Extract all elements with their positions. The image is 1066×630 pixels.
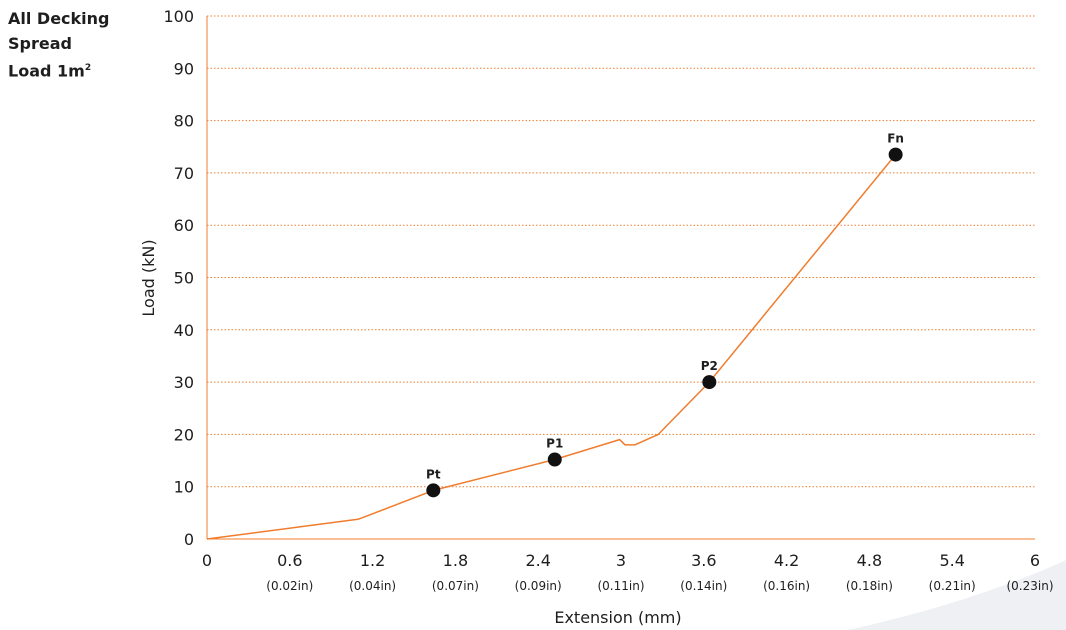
x-tick-label: 4.2 — [774, 551, 799, 570]
gridlines — [207, 15, 1035, 488]
y-tick-label: 50 — [174, 269, 194, 288]
x-tick-label: 1.2 — [360, 551, 385, 570]
x-axis-title: Extension (mm) — [554, 608, 681, 627]
title-line-3-text: Load 1m — [8, 61, 85, 81]
y-tick-label: 80 — [174, 112, 194, 131]
y-axis-title: Load (kN) — [139, 239, 158, 316]
x-tick-sublabel: (0.04in) — [349, 579, 396, 593]
point-pt — [426, 483, 441, 498]
x-tick-label: 5.4 — [939, 551, 964, 570]
x-tick-label: 1.8 — [443, 551, 468, 570]
x-tick-sublabel: (0.14in) — [680, 579, 727, 593]
chart-title: All Decking Spread Load 1m2 — [8, 6, 110, 83]
y-tick-label: 0 — [184, 530, 194, 549]
key-points: Pt P1 P2 Fn — [426, 132, 904, 498]
title-line-2: Spread — [8, 34, 72, 53]
x-tick-sublabel: (0.21in) — [929, 579, 976, 593]
series-layer — [206, 154, 897, 540]
x-tick-sublabel: (0.11in) — [597, 579, 644, 593]
y-tick-label: 100 — [163, 7, 194, 26]
y-tick-label: 60 — [174, 216, 194, 235]
x-tick-label: 3.6 — [691, 551, 716, 570]
series-line — [206, 154, 897, 540]
title-line-1: All Decking — [8, 9, 110, 28]
x-tick-label: 0 — [202, 551, 212, 570]
y-tick-label: 70 — [174, 164, 194, 183]
y-tick-labels: 0 10 20 30 40 50 60 70 80 90 100 — [163, 7, 194, 549]
point-label-p2: P2 — [701, 359, 718, 373]
point-fn — [888, 147, 903, 162]
x-tick-sublabel: (0.09in) — [515, 579, 562, 593]
x-tick-sublabel: (0.16in) — [763, 579, 810, 593]
title-superscript: 2 — [84, 63, 92, 73]
point-label-fn: Fn — [887, 132, 904, 146]
x-tick-sublabel: (0.02in) — [266, 579, 313, 593]
x-tick-label: 3 — [616, 551, 626, 570]
x-tick-sublabel: (0.07in) — [432, 579, 479, 593]
corner-shading — [848, 560, 1066, 630]
y-tick-label: 10 — [174, 478, 194, 497]
x-tick-label: 4.8 — [857, 551, 882, 570]
x-tick-label: 6 — [1030, 551, 1040, 570]
point-label-pt: Pt — [426, 467, 441, 481]
x-tick-sublabel: (0.23in) — [1006, 579, 1053, 593]
x-tick-label: 0.6 — [277, 551, 302, 570]
x-tick-label: 2.4 — [525, 551, 550, 570]
title-line-3: Load 1m2 — [8, 56, 110, 83]
y-tick-label: 30 — [174, 373, 194, 392]
axes — [206, 16, 1035, 540]
point-label-p1: P1 — [546, 437, 563, 451]
point-p1 — [547, 452, 562, 467]
x-tick-labels: 0 0.6 (0.02in) 1.2 (0.04in) 1.8 (0.07in) 2.4 (0.… — [202, 551, 1054, 593]
y-tick-label: 40 — [174, 321, 194, 340]
point-p2 — [702, 375, 717, 390]
y-tick-label: 20 — [174, 425, 194, 444]
x-tick-sublabel: (0.18in) — [846, 579, 893, 593]
y-tick-label: 90 — [174, 59, 194, 78]
